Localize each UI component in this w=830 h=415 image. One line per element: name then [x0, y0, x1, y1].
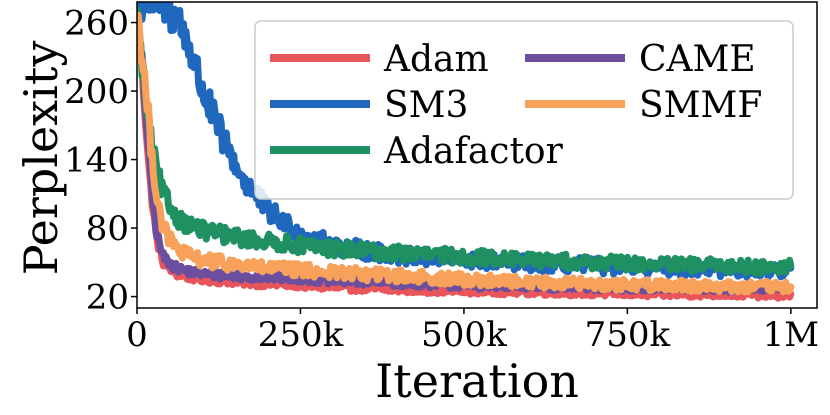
plot-frame	[136, 1, 818, 309]
x-tick-label: 250k	[258, 315, 344, 355]
x-tick-label: 1M	[763, 315, 819, 355]
y-tick-label: 140	[64, 141, 129, 181]
x-tick-label: 0	[126, 315, 148, 355]
x-axis: 0 250k 500k 750k 1M	[126, 308, 819, 355]
y-tick-label: 260	[64, 4, 129, 44]
legend: Adam CAME SM3 Adafactor SMMF	[254, 20, 794, 200]
series-layer	[137, 2, 795, 302]
legend-box	[254, 20, 794, 200]
series-line-smmf	[137, 11, 795, 296]
y-tick-label: 80	[86, 209, 129, 249]
series-line-adafactor	[137, 5, 795, 277]
y-axis: 20 80 140 200 260	[64, 4, 137, 318]
x-axis-label: Iteration	[375, 354, 579, 408]
legend-label-adafactor: Adafactor	[383, 131, 564, 172]
y-tick-label: 20	[86, 278, 129, 318]
legend-label-adam: Adam	[383, 39, 489, 80]
y-axis-label: Perplexity	[14, 41, 68, 276]
y-tick-label: 200	[64, 72, 129, 112]
legend-label-smmf: SMMF	[639, 85, 762, 126]
legend-label-came: CAME	[639, 39, 756, 80]
legend-label-sm3: SM3	[384, 85, 468, 126]
x-tick-label: 500k	[421, 315, 507, 355]
x-tick-label: 750k	[585, 315, 671, 355]
